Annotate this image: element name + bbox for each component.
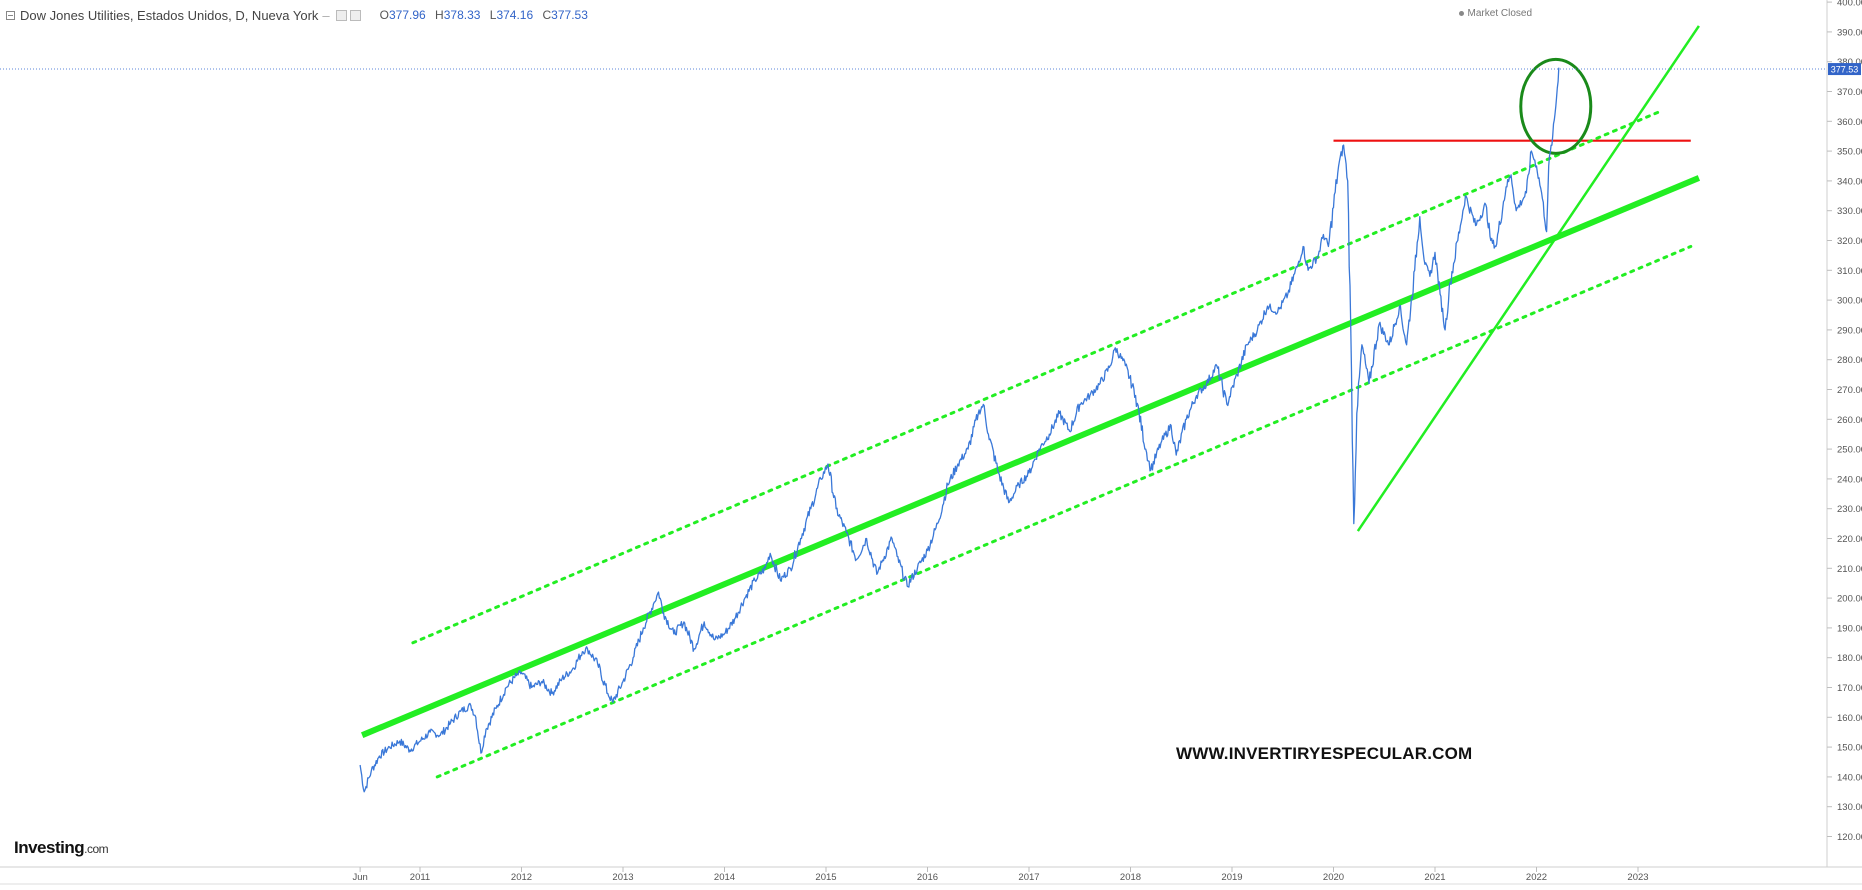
x-tick-label: 2018	[1120, 872, 1141, 883]
y-tick-label: 360.00	[1837, 117, 1862, 128]
x-tick-label: 2012	[511, 872, 532, 883]
close-icon[interactable]	[349, 9, 361, 21]
y-tick-label: 150.00	[1837, 743, 1862, 754]
y-tick-label: 200.00	[1837, 594, 1862, 605]
y-tick-label: 220.00	[1837, 534, 1862, 545]
y-tick-label: 350.00	[1837, 147, 1862, 158]
x-tick-label: 2015	[815, 872, 836, 883]
y-tick-label: 180.00	[1837, 653, 1862, 664]
y-axis: 120.00 130.00 140.00 150.00 160.00 170.00 180.…	[1827, 0, 1862, 843]
low-value: 374.16	[496, 8, 534, 22]
x-tick-label: Jun	[352, 872, 367, 883]
settings-icon[interactable]	[335, 9, 347, 21]
x-tick-label: 2020	[1323, 872, 1344, 883]
y-tick-label: 320.00	[1837, 236, 1862, 247]
y-tick-label: 140.00	[1837, 772, 1862, 783]
y-tick-label: 310.00	[1837, 266, 1862, 277]
y-tick-label: 400.00	[1837, 0, 1862, 9]
annotations	[360, 25, 1701, 779]
high-value: 378.33	[443, 8, 481, 22]
channel-lower-line	[435, 244, 1693, 779]
y-tick-label: 170.00	[1837, 683, 1862, 694]
close-value: 377.53	[551, 8, 588, 22]
price-line	[359, 67, 1560, 793]
price-series	[359, 67, 1560, 793]
steep-trendline	[1356, 25, 1700, 532]
market-status: Market Closed	[1458, 8, 1532, 19]
low-label: L	[489, 8, 497, 22]
y-tick-label: 390.00	[1837, 27, 1862, 38]
last-price-label: 377.53	[1831, 65, 1859, 75]
close-label: C	[542, 8, 552, 22]
collapse-icon[interactable]	[6, 10, 15, 20]
dropdown-icon[interactable]: –	[322, 7, 330, 23]
open-value: 377.96	[389, 8, 426, 22]
watermark: WWW.INVERTIRYESPECULAR.COM	[1176, 744, 1473, 763]
chart-header: Dow Jones Utilities, Estados Unidos, D, …	[6, 6, 588, 24]
high-label: H	[435, 8, 444, 22]
channel-upper-line	[411, 109, 1663, 645]
y-tick-label: 290.00	[1837, 325, 1862, 336]
last-price-tag	[1828, 63, 1861, 76]
y-tick-label: 300.00	[1837, 296, 1862, 307]
y-tick-label: 160.00	[1837, 713, 1862, 724]
logo-suffix: .com	[84, 842, 109, 856]
y-tick-label: 270.00	[1837, 385, 1862, 396]
x-tick-label: 2011	[410, 872, 430, 883]
x-tick-label: 2022	[1526, 872, 1547, 883]
x-axis: Jun 2011 2012 2013 2014 2015 2016 2017 2018 2019 2…	[352, 867, 1649, 883]
instrument-title: Dow Jones Utilities, Estados Unidos, D, …	[20, 7, 319, 23]
last-price-marker: 377.53	[0, 63, 1861, 76]
x-tick-label: 2016	[917, 872, 938, 883]
y-tick-label: 240.00	[1837, 474, 1862, 485]
y-tick-label: 210.00	[1837, 564, 1862, 575]
y-tick-label: 230.00	[1837, 504, 1862, 515]
main-trendline	[360, 175, 1701, 738]
y-tick-label: 370.00	[1837, 87, 1862, 98]
y-tick-label: 250.00	[1837, 445, 1862, 456]
y-tick-label: 340.00	[1837, 176, 1862, 187]
y-tick-label: 190.00	[1837, 623, 1862, 634]
logo-main: Investing	[14, 838, 85, 857]
status-dot-icon	[1458, 11, 1464, 16]
ohlc-values: O377.96 H378.33 L374.16 C377.53	[374, 8, 588, 22]
y-tick-label: 260.00	[1837, 415, 1862, 426]
x-tick-label: 2014	[714, 872, 735, 883]
y-tick-label: 130.00	[1837, 802, 1862, 813]
x-tick-label: 2017	[1018, 872, 1039, 883]
y-tick-label: 380.00	[1837, 57, 1862, 68]
highlight-circle	[1519, 57, 1593, 155]
x-tick-label: 2013	[612, 872, 633, 883]
y-tick-label: 120.00	[1837, 832, 1862, 843]
x-tick-label: 2021	[1424, 872, 1445, 883]
y-tick-label: 280.00	[1837, 355, 1862, 366]
x-tick-label: 2023	[1627, 872, 1648, 883]
x-tick-label: 2019	[1221, 872, 1242, 883]
investing-logo[interactable]: Investing.com	[14, 838, 109, 858]
y-tick-label: 330.00	[1837, 206, 1862, 217]
market-status-label: Market Closed	[1467, 8, 1532, 19]
open-label: O	[379, 8, 389, 22]
